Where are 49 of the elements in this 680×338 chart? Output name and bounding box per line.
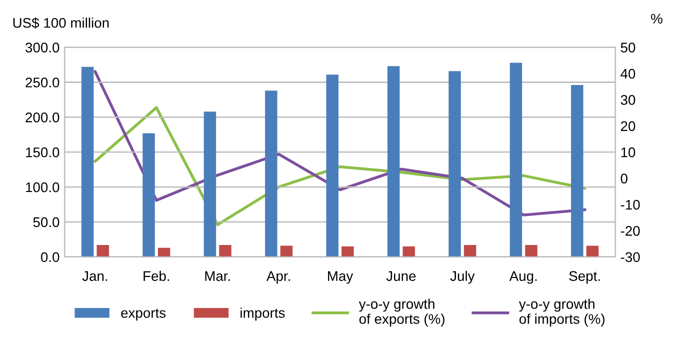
x-tick-label: June [386, 271, 416, 281]
y2-tick-label: 40 [620, 68, 636, 79]
x-tick-label: Aug. [509, 271, 537, 284]
bar [586, 246, 599, 257]
bar [525, 245, 538, 257]
bar [96, 245, 109, 257]
y-tick-label: 300.0 [26, 42, 60, 52]
x-tick-label: May [328, 271, 354, 284]
legend-label: y-o-y growth of imports (%) [518, 298, 604, 327]
bar [204, 112, 216, 257]
bar [448, 71, 461, 257]
bar [387, 66, 400, 257]
bar [142, 133, 155, 257]
bar [280, 246, 293, 257]
x-tick-label: July [450, 270, 475, 284]
bar [219, 245, 232, 257]
y2-tick-label: -30 [620, 252, 640, 262]
bar [342, 246, 354, 257]
legend-label: y-o-y growth of exports (%) [358, 298, 444, 327]
y-tick-label: 200.0 [26, 112, 60, 122]
x-tick-label: Mar. [205, 271, 230, 281]
legend-label: exports [121, 308, 166, 321]
bar [81, 66, 94, 257]
bar [402, 246, 415, 257]
y2-tick-label: 50 [620, 42, 636, 52]
y-tick-label: 150.0 [26, 147, 60, 158]
y2-tick-label: 10 [621, 147, 636, 158]
legend-label: imports [240, 308, 285, 321]
bar [571, 85, 584, 257]
x-tick-label: Sept. [569, 271, 600, 284]
y2-axis-title: % [651, 14, 662, 24]
bar [265, 90, 278, 257]
y-tick-label: 250.0 [26, 78, 60, 88]
y-tick-label: 100.0 [26, 182, 60, 192]
y-tick-label: 0.0 [40, 252, 60, 262]
bar [326, 74, 338, 257]
y-tick-label: 50.0 [33, 217, 60, 228]
bar [464, 245, 476, 257]
bar [158, 248, 170, 257]
y2-tick-label: 0 [620, 174, 628, 184]
x-tick-label: Apr. [266, 271, 290, 284]
y2-tick-label: 30 [620, 95, 636, 105]
x-tick-label: Jan. [82, 271, 108, 281]
y2-tick-label: -10 [620, 200, 640, 210]
x-tick-label: Feb. [144, 270, 170, 281]
bar [510, 62, 522, 257]
y2-tick-label: 20 [620, 121, 636, 132]
y-axis-title: US$ 100 million [13, 17, 109, 29]
y2-tick-label: -20 [620, 226, 640, 236]
